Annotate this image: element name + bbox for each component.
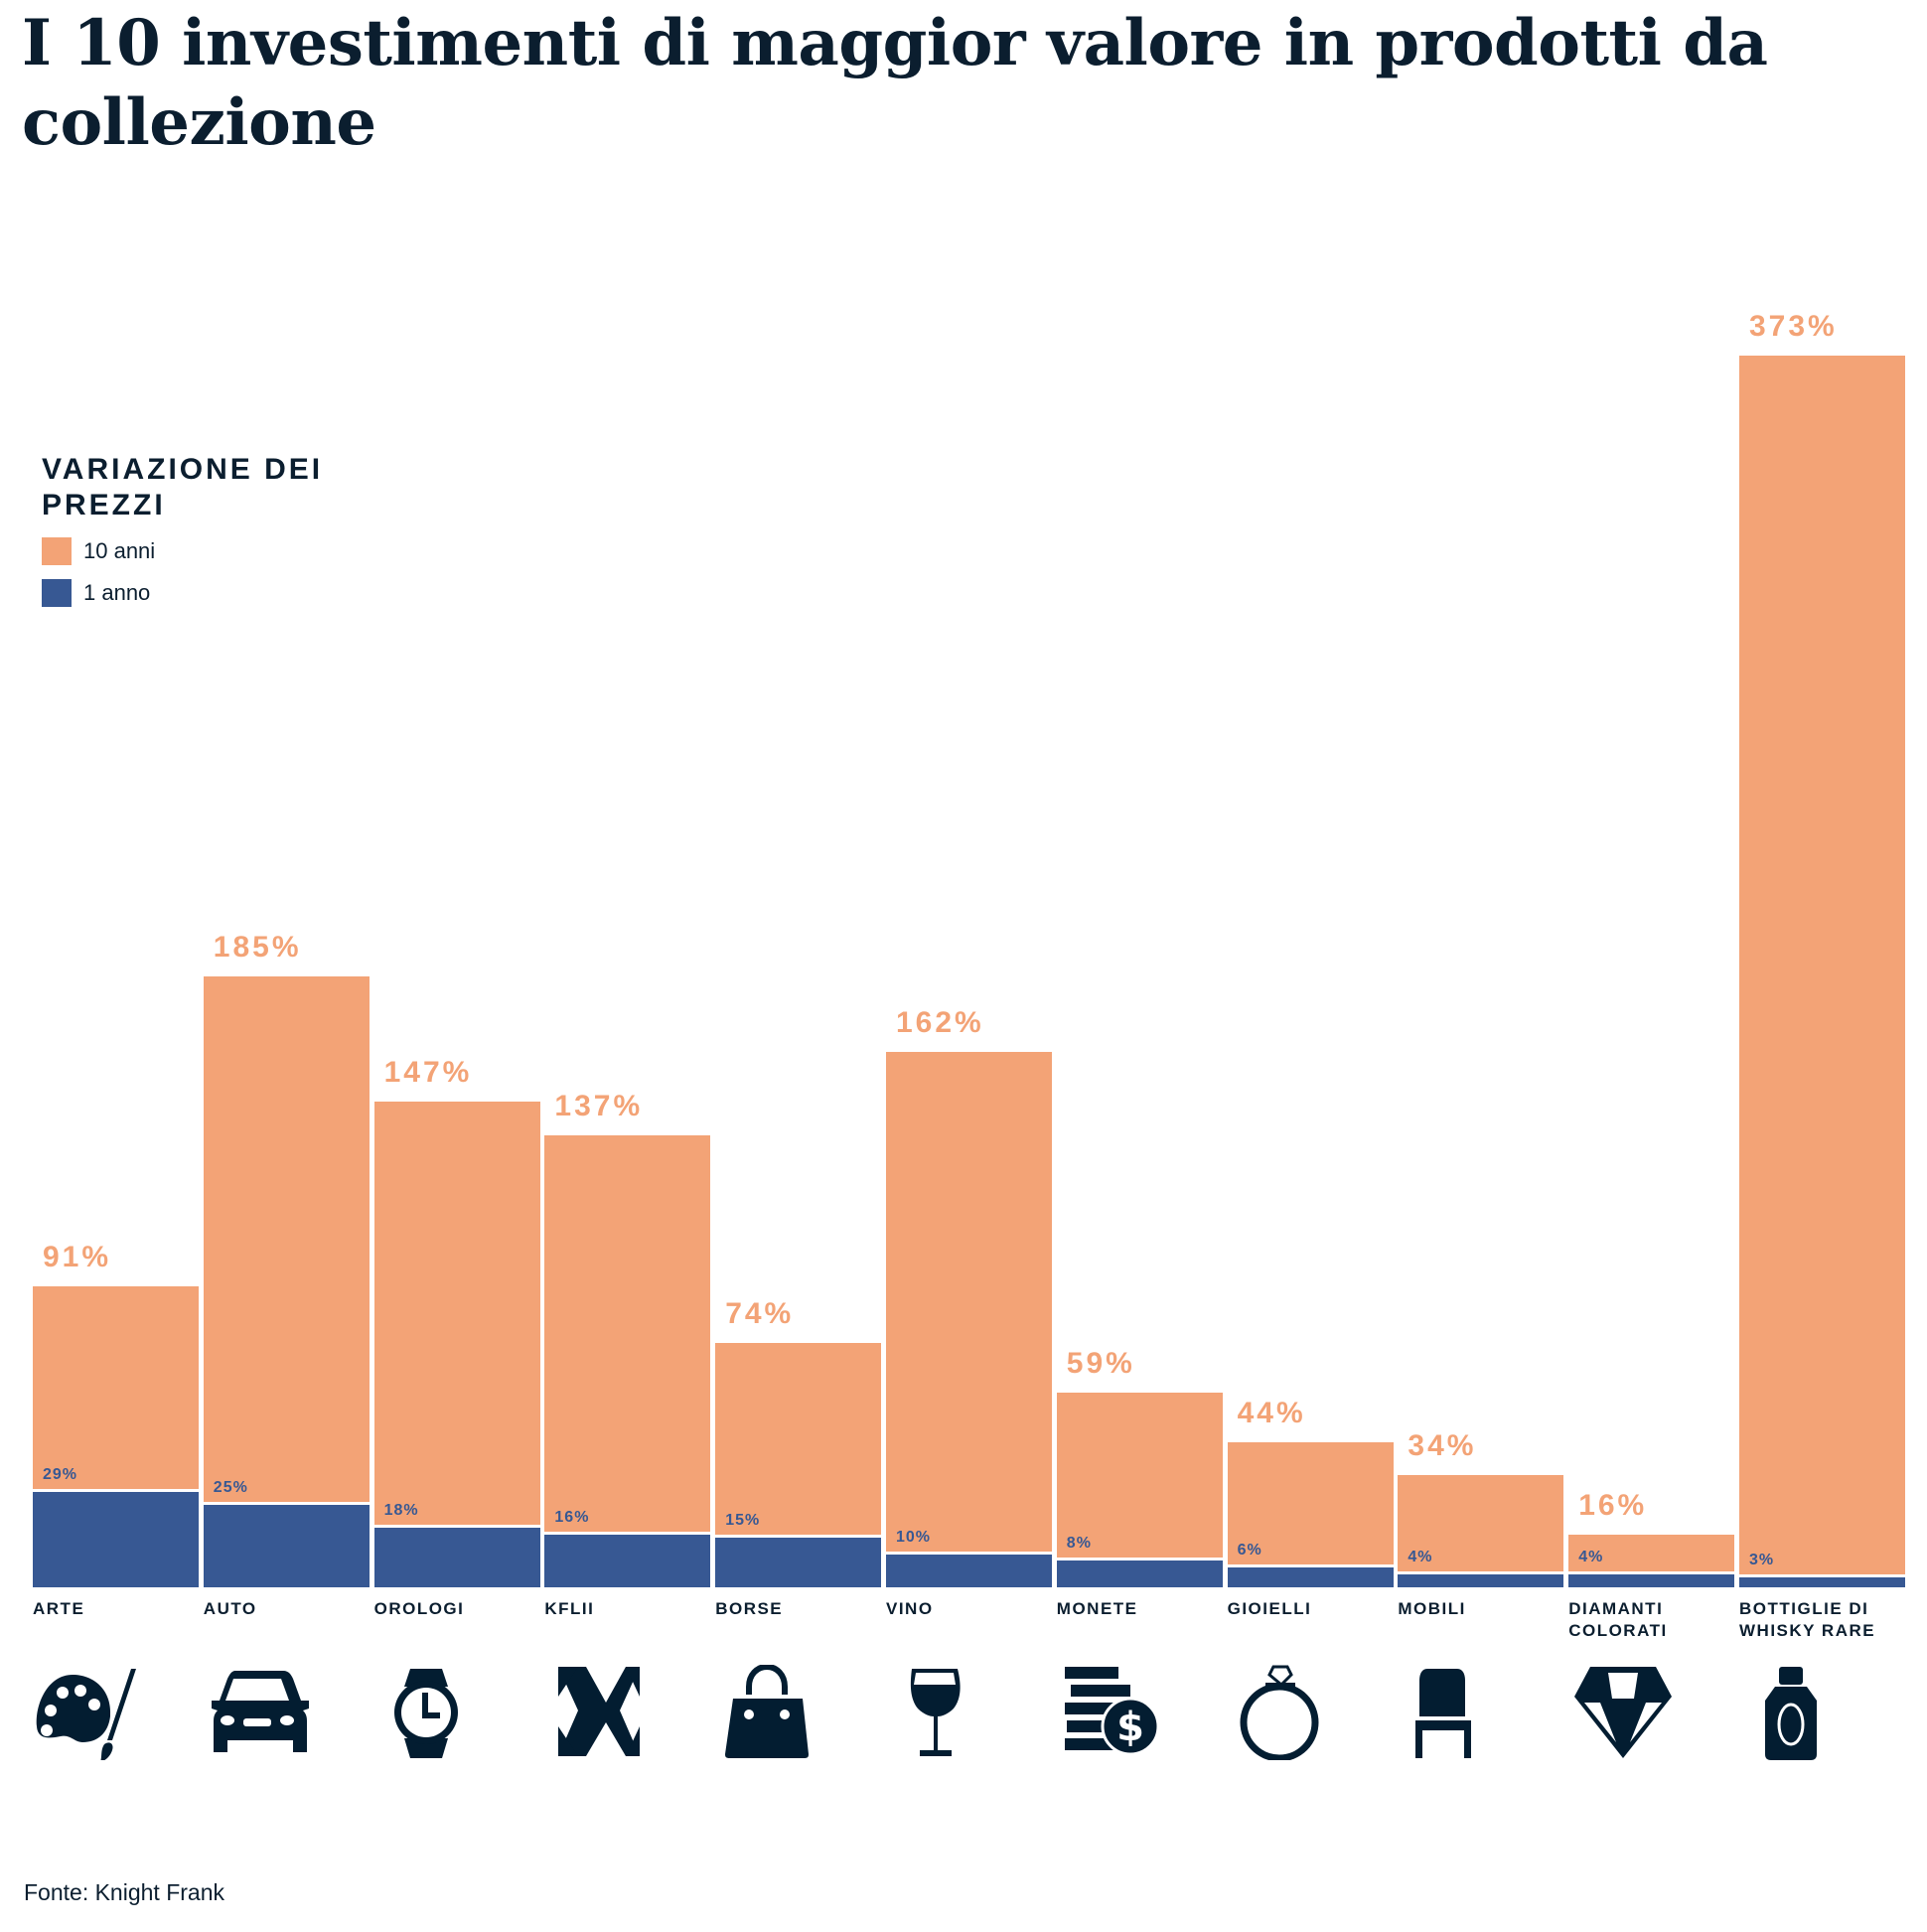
data-label-1-anno: 16% <box>554 1508 590 1526</box>
category-label: VINO <box>886 1599 934 1618</box>
bar-1-anno <box>33 1488 199 1587</box>
legend: VARIAZIONE DEI PREZZI 10 anni 1 anno <box>42 452 360 607</box>
chart-title: I 10 investimenti di maggior valore in p… <box>22 6 1768 160</box>
bar-10-anni <box>1739 356 1905 1587</box>
legend-swatch-orange <box>42 537 72 565</box>
data-label-1-anno: 18% <box>383 1502 419 1520</box>
category-label: KFLII <box>544 1599 595 1618</box>
car-icon <box>211 1671 309 1752</box>
data-label-10-anni: 59% <box>1066 1346 1135 1380</box>
data-label-10-anni: 74% <box>725 1296 795 1330</box>
palette-icon <box>36 1669 136 1760</box>
ring-icon <box>1240 1665 1319 1760</box>
source-note: Fonte: Knight Frank <box>24 1879 224 1905</box>
bar-1-anno <box>1739 1574 1905 1587</box>
category-label: MOBILI <box>1398 1599 1466 1618</box>
category-label: MONETE <box>1056 1599 1138 1618</box>
data-label-10-anni: 373% <box>1749 310 1838 343</box>
bar-1-anno <box>1056 1558 1223 1587</box>
data-label-1-anno: 25% <box>213 1478 248 1496</box>
coins-icon: $ <box>1064 1667 1160 1756</box>
data-label-1-anno: 29% <box>43 1465 78 1483</box>
bar-10-anni <box>1056 1392 1223 1587</box>
bar-1-anno <box>1227 1564 1394 1587</box>
data-label-1-anno: 6% <box>1237 1542 1262 1560</box>
category-label: ARTE <box>33 1599 85 1618</box>
data-label-1-anno: 10% <box>896 1528 932 1546</box>
bar-1-anno <box>373 1525 540 1587</box>
legend-swatch-blue <box>42 579 72 607</box>
data-label-10-anni: 44% <box>1237 1396 1306 1429</box>
kflii-icon <box>558 1667 641 1756</box>
category-label: GIOIELLI <box>1227 1599 1312 1618</box>
bar-1-anno <box>1568 1570 1735 1587</box>
legend-label: 1 anno <box>83 580 151 605</box>
legend-title: VARIAZIONE DEI PREZZI <box>42 453 324 521</box>
bar-10-anni <box>544 1134 711 1587</box>
data-label-10-anni: 185% <box>213 930 302 964</box>
data-label-10-anni: 137% <box>554 1089 644 1122</box>
category-label: BOTTIGLIE DI WHISKY RARE <box>1739 1599 1876 1640</box>
diamond-icon <box>1574 1667 1673 1758</box>
data-label-10-anni: 34% <box>1408 1428 1477 1462</box>
legend-label: 10 anni <box>83 538 156 563</box>
data-label-10-anni: 147% <box>383 1056 473 1090</box>
category-label: AUTO <box>203 1599 257 1618</box>
bar-1-anno <box>544 1531 711 1587</box>
bar-10-anni <box>886 1052 1052 1587</box>
category-label: BORSE <box>715 1599 784 1618</box>
data-label-10-anni: 162% <box>896 1006 984 1040</box>
watch-icon <box>393 1669 458 1758</box>
whisky-bottle-icon <box>1765 1667 1817 1760</box>
bar-10-anni <box>1398 1474 1564 1587</box>
chair-icon <box>1415 1669 1472 1758</box>
bar-10-anni <box>203 975 370 1587</box>
bar-1-anno <box>886 1551 1052 1587</box>
legend-item-1-anno: 1 anno <box>42 579 360 607</box>
bar-10-anni <box>373 1102 540 1587</box>
bar-10-anni <box>1227 1441 1394 1587</box>
data-label-1-anno: 4% <box>1578 1548 1604 1565</box>
legend-item-10-anni: 10 anni <box>42 537 360 565</box>
bar-1-anno <box>715 1535 882 1587</box>
handbag-icon <box>725 1665 810 1758</box>
category-label: OROLOGI <box>373 1599 465 1618</box>
wine-glass-icon <box>910 1669 961 1756</box>
data-label-1-anno: 8% <box>1066 1535 1092 1553</box>
svg-text:$: $ <box>1116 1705 1144 1750</box>
data-label-1-anno: 3% <box>1749 1552 1775 1569</box>
bar-1-anno <box>1398 1570 1564 1587</box>
bar-1-anno <box>203 1501 370 1587</box>
data-label-1-anno: 4% <box>1408 1548 1433 1565</box>
data-label-1-anno: 15% <box>725 1512 761 1530</box>
data-label-10-anni: 91% <box>43 1241 112 1274</box>
category-label: DIAMANTI COLORATI <box>1568 1599 1668 1640</box>
data-label-10-anni: 16% <box>1578 1488 1648 1522</box>
